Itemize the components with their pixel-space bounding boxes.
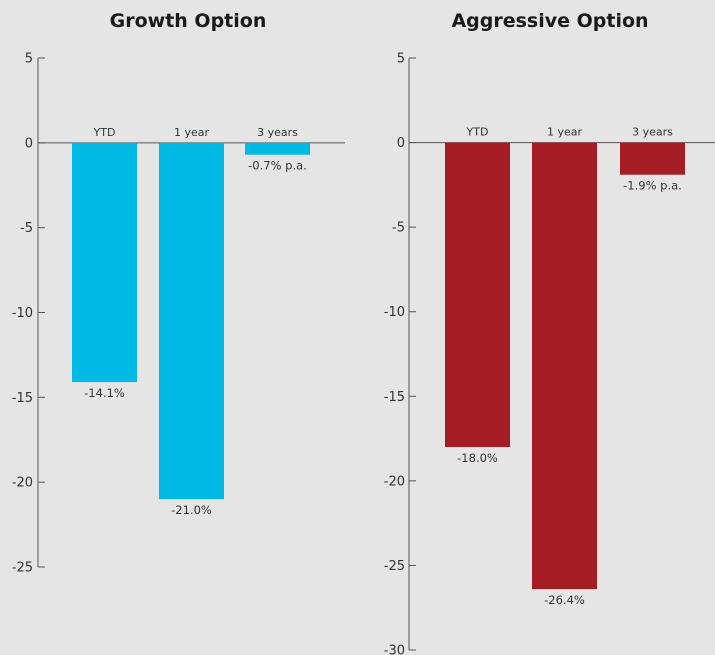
- bar: [72, 142, 137, 383]
- y-tick-label: -25: [384, 559, 405, 574]
- bar: [245, 142, 310, 155]
- data-label: -1.9% p.a.: [623, 179, 682, 193]
- y-tick-label: 0: [25, 136, 33, 151]
- data-label: -26.4%: [544, 593, 585, 607]
- bar: [445, 142, 510, 448]
- y-tick-label: -5: [20, 221, 33, 236]
- data-label: -21.0%: [171, 503, 212, 517]
- data-label: -18.0%: [457, 451, 498, 465]
- y-tick-label: -30: [384, 644, 405, 655]
- aggressive-option-chart: Aggressive Option 5 0 -5 -10 -15 -20 -25 -30 YTD -…: [384, 10, 715, 655]
- bar: [159, 142, 224, 500]
- bar: [620, 142, 685, 175]
- y-tick-label: -15: [12, 391, 33, 406]
- category-label: 3 years: [257, 126, 298, 139]
- y-tick-label: -20: [12, 476, 33, 491]
- category-label: YTD: [466, 126, 489, 139]
- category-label: 1 year: [174, 126, 210, 139]
- y-tick-label: -25: [12, 561, 33, 576]
- y-tick-label: -5: [392, 221, 405, 236]
- y-tick-label: -15: [384, 390, 405, 405]
- y-tick-label: -10: [384, 305, 405, 320]
- category-label: 3 years: [632, 126, 673, 139]
- chart-title: Aggressive Option: [451, 10, 648, 32]
- y-tick-label: 5: [397, 52, 405, 67]
- y-tick-label: -10: [12, 306, 33, 321]
- data-label: -0.7% p.a.: [248, 159, 307, 173]
- y-tick-label: -20: [384, 474, 405, 489]
- data-label: -14.1%: [84, 386, 125, 400]
- y-tick-label: 0: [397, 136, 405, 151]
- chart-title: Growth Option: [110, 10, 267, 32]
- growth-option-chart: Growth Option 5 0 -5 -10 -15 -20 -25 YTD -14.1% 1 …: [12, 10, 345, 576]
- bar: [532, 142, 597, 590]
- category-label: 1 year: [547, 126, 583, 139]
- y-tick-label: 5: [25, 52, 33, 67]
- category-label: YTD: [93, 126, 116, 139]
